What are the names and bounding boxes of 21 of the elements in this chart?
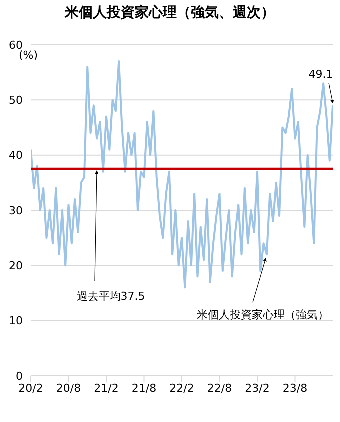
x-tick-label: 22/8 (207, 382, 232, 395)
ref-line-label: 過去平均37.5 (76, 290, 146, 304)
y-tick-label: 0 (16, 370, 23, 383)
x-tick-label: 22/2 (170, 382, 194, 395)
x-tick-label: 21/8 (132, 382, 157, 395)
y-tick-label: 60 (9, 38, 23, 52)
chart-title: 米個人投資家心理（強気、週次） (64, 4, 276, 22)
y-tick-label: 20 (9, 260, 23, 273)
y-tick-label: 10 (9, 314, 23, 328)
line-series (31, 60, 333, 289)
x-tick-label: 23/2 (245, 382, 270, 395)
y-tick-label: 50 (9, 94, 23, 108)
x-tick-label: 20/8 (56, 382, 82, 395)
y-tick-label: 40 (9, 149, 23, 162)
y-axis-title: (%) (19, 49, 38, 62)
x-tick-label: 23/8 (282, 382, 308, 395)
data-label: 49.1 (308, 68, 334, 82)
x-tick-label: 20/2 (18, 382, 44, 395)
text: 米個人投資家心理（強気） (196, 308, 329, 322)
x-tick-label: 21/2 (94, 382, 119, 395)
y-tick-label: 30 (9, 204, 23, 218)
